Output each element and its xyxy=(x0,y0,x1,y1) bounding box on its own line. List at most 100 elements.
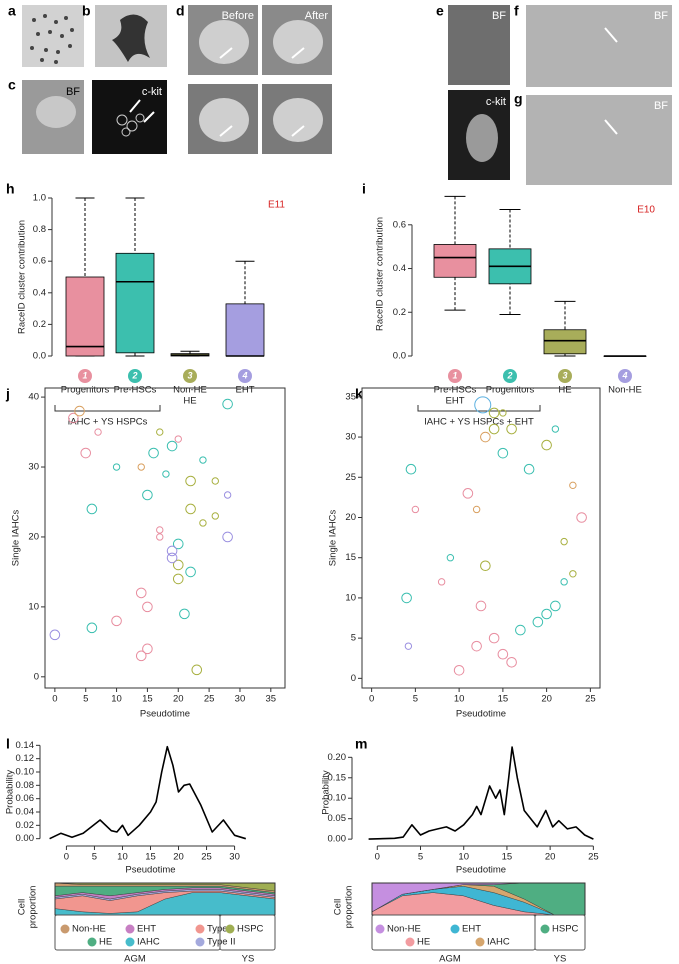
y-tick-label: 5 xyxy=(351,633,356,644)
bubble xyxy=(156,428,164,436)
legend-swatch xyxy=(87,937,97,947)
x-tick-label: 10 xyxy=(117,852,128,863)
legend-label: IAHC xyxy=(137,937,160,948)
bubble xyxy=(86,503,98,515)
y-tick-label: 10 xyxy=(28,601,39,612)
y-axis-label: RaceID cluster contribution xyxy=(17,220,28,334)
y-tick-label: 0.0 xyxy=(393,351,406,362)
y-axis-label: RaceID cluster contribution xyxy=(375,217,386,331)
legend-swatch xyxy=(195,924,205,934)
legend-swatch xyxy=(125,924,135,934)
panel-letter: d xyxy=(176,3,185,19)
x-tick-label: 5 xyxy=(413,694,418,705)
bubble xyxy=(576,512,587,523)
panel-letter: h xyxy=(6,181,15,197)
bubble xyxy=(404,642,413,650)
bubble xyxy=(156,533,164,541)
legend-label: EHT xyxy=(137,924,156,935)
bubble xyxy=(446,554,455,562)
box xyxy=(115,252,155,354)
bubble xyxy=(172,559,184,571)
bubble xyxy=(551,425,560,433)
y-tick-label: 0 xyxy=(351,673,356,684)
bubble xyxy=(162,470,170,478)
cluster-badge xyxy=(128,369,142,383)
bubble xyxy=(222,531,233,543)
bubble xyxy=(166,440,178,452)
panel-letter: b xyxy=(82,3,91,19)
plot-frame xyxy=(361,387,601,689)
panel-tag: E11 xyxy=(268,200,285,211)
x-tick-label: 10 xyxy=(111,694,122,705)
bubble xyxy=(488,632,500,644)
bubble xyxy=(499,409,507,417)
image-label: BF xyxy=(492,10,506,22)
bubble xyxy=(179,608,190,620)
legend-label: HSPC xyxy=(237,924,264,935)
image-f xyxy=(526,5,672,87)
category-label: Progenitors xyxy=(61,385,110,396)
y-tick-label: 0.8 xyxy=(33,224,46,235)
y-tick-label: 0.08 xyxy=(16,780,35,791)
category-label: HE xyxy=(183,396,196,407)
panel-letter: l xyxy=(6,736,10,752)
cluster-badge xyxy=(183,369,197,383)
bubble xyxy=(185,566,196,578)
y-tick-label: 30 xyxy=(345,432,356,443)
cluster-id: 3 xyxy=(562,370,567,380)
panel-letter: g xyxy=(514,91,523,107)
category-label: EHT xyxy=(446,396,465,407)
bubble xyxy=(166,545,178,557)
bracket xyxy=(417,405,541,412)
x-axis-label: Pseudotime xyxy=(125,865,175,876)
bubble xyxy=(506,656,517,668)
legend-swatch xyxy=(405,937,415,947)
legend-swatch xyxy=(375,924,385,934)
x-tick-label: 30 xyxy=(229,852,240,863)
legend-swatch xyxy=(540,924,550,934)
arrows xyxy=(129,27,618,137)
x-tick-label: 20 xyxy=(173,852,184,863)
bubble xyxy=(560,578,568,586)
bubble xyxy=(74,405,85,417)
legend-swatch xyxy=(125,937,135,947)
x-tick-label: 0 xyxy=(369,694,374,705)
bubble xyxy=(135,587,147,599)
legend-label: HE xyxy=(417,937,430,948)
bubble xyxy=(401,592,412,604)
bubble xyxy=(472,505,481,514)
bubble xyxy=(515,624,526,636)
y-tick-label: 0.4 xyxy=(33,287,46,298)
y-axis-label: Cell xyxy=(333,899,344,915)
micrographs: a b c d e f g BF c-kit Before After BF c… xyxy=(8,3,672,185)
bubble xyxy=(541,439,552,451)
bubble xyxy=(156,526,164,534)
bubble xyxy=(174,435,182,443)
cells xyxy=(116,113,145,137)
legend-label: Non-HE xyxy=(72,924,106,935)
x-tick-label: 10 xyxy=(454,694,465,705)
x-tick-label: 5 xyxy=(83,694,88,705)
x-tick-label: 25 xyxy=(204,694,215,705)
y-tick-label: 30 xyxy=(28,462,39,473)
y-tick-label: 0.00 xyxy=(16,833,35,844)
cluster-badge xyxy=(618,369,632,383)
cluster-id: 2 xyxy=(131,370,137,380)
bubble xyxy=(411,505,420,514)
bubble xyxy=(199,456,207,464)
x-tick-label: 15 xyxy=(145,852,156,863)
y-tick-label: 0.6 xyxy=(33,256,46,267)
y-tick-label: 0.0 xyxy=(33,351,46,362)
image-label: After xyxy=(305,10,329,22)
bubble xyxy=(405,463,417,475)
y-tick-label: 35 xyxy=(345,391,356,402)
bubble xyxy=(541,608,552,620)
region-label: YS xyxy=(242,954,255,964)
bubble xyxy=(94,428,102,436)
bubble xyxy=(497,447,509,459)
x-tick-label: 10 xyxy=(458,852,469,863)
legend-box xyxy=(534,914,586,951)
panel-letter: e xyxy=(436,3,444,19)
x-axis-label: Pseudotime xyxy=(140,709,190,720)
box xyxy=(225,303,265,357)
